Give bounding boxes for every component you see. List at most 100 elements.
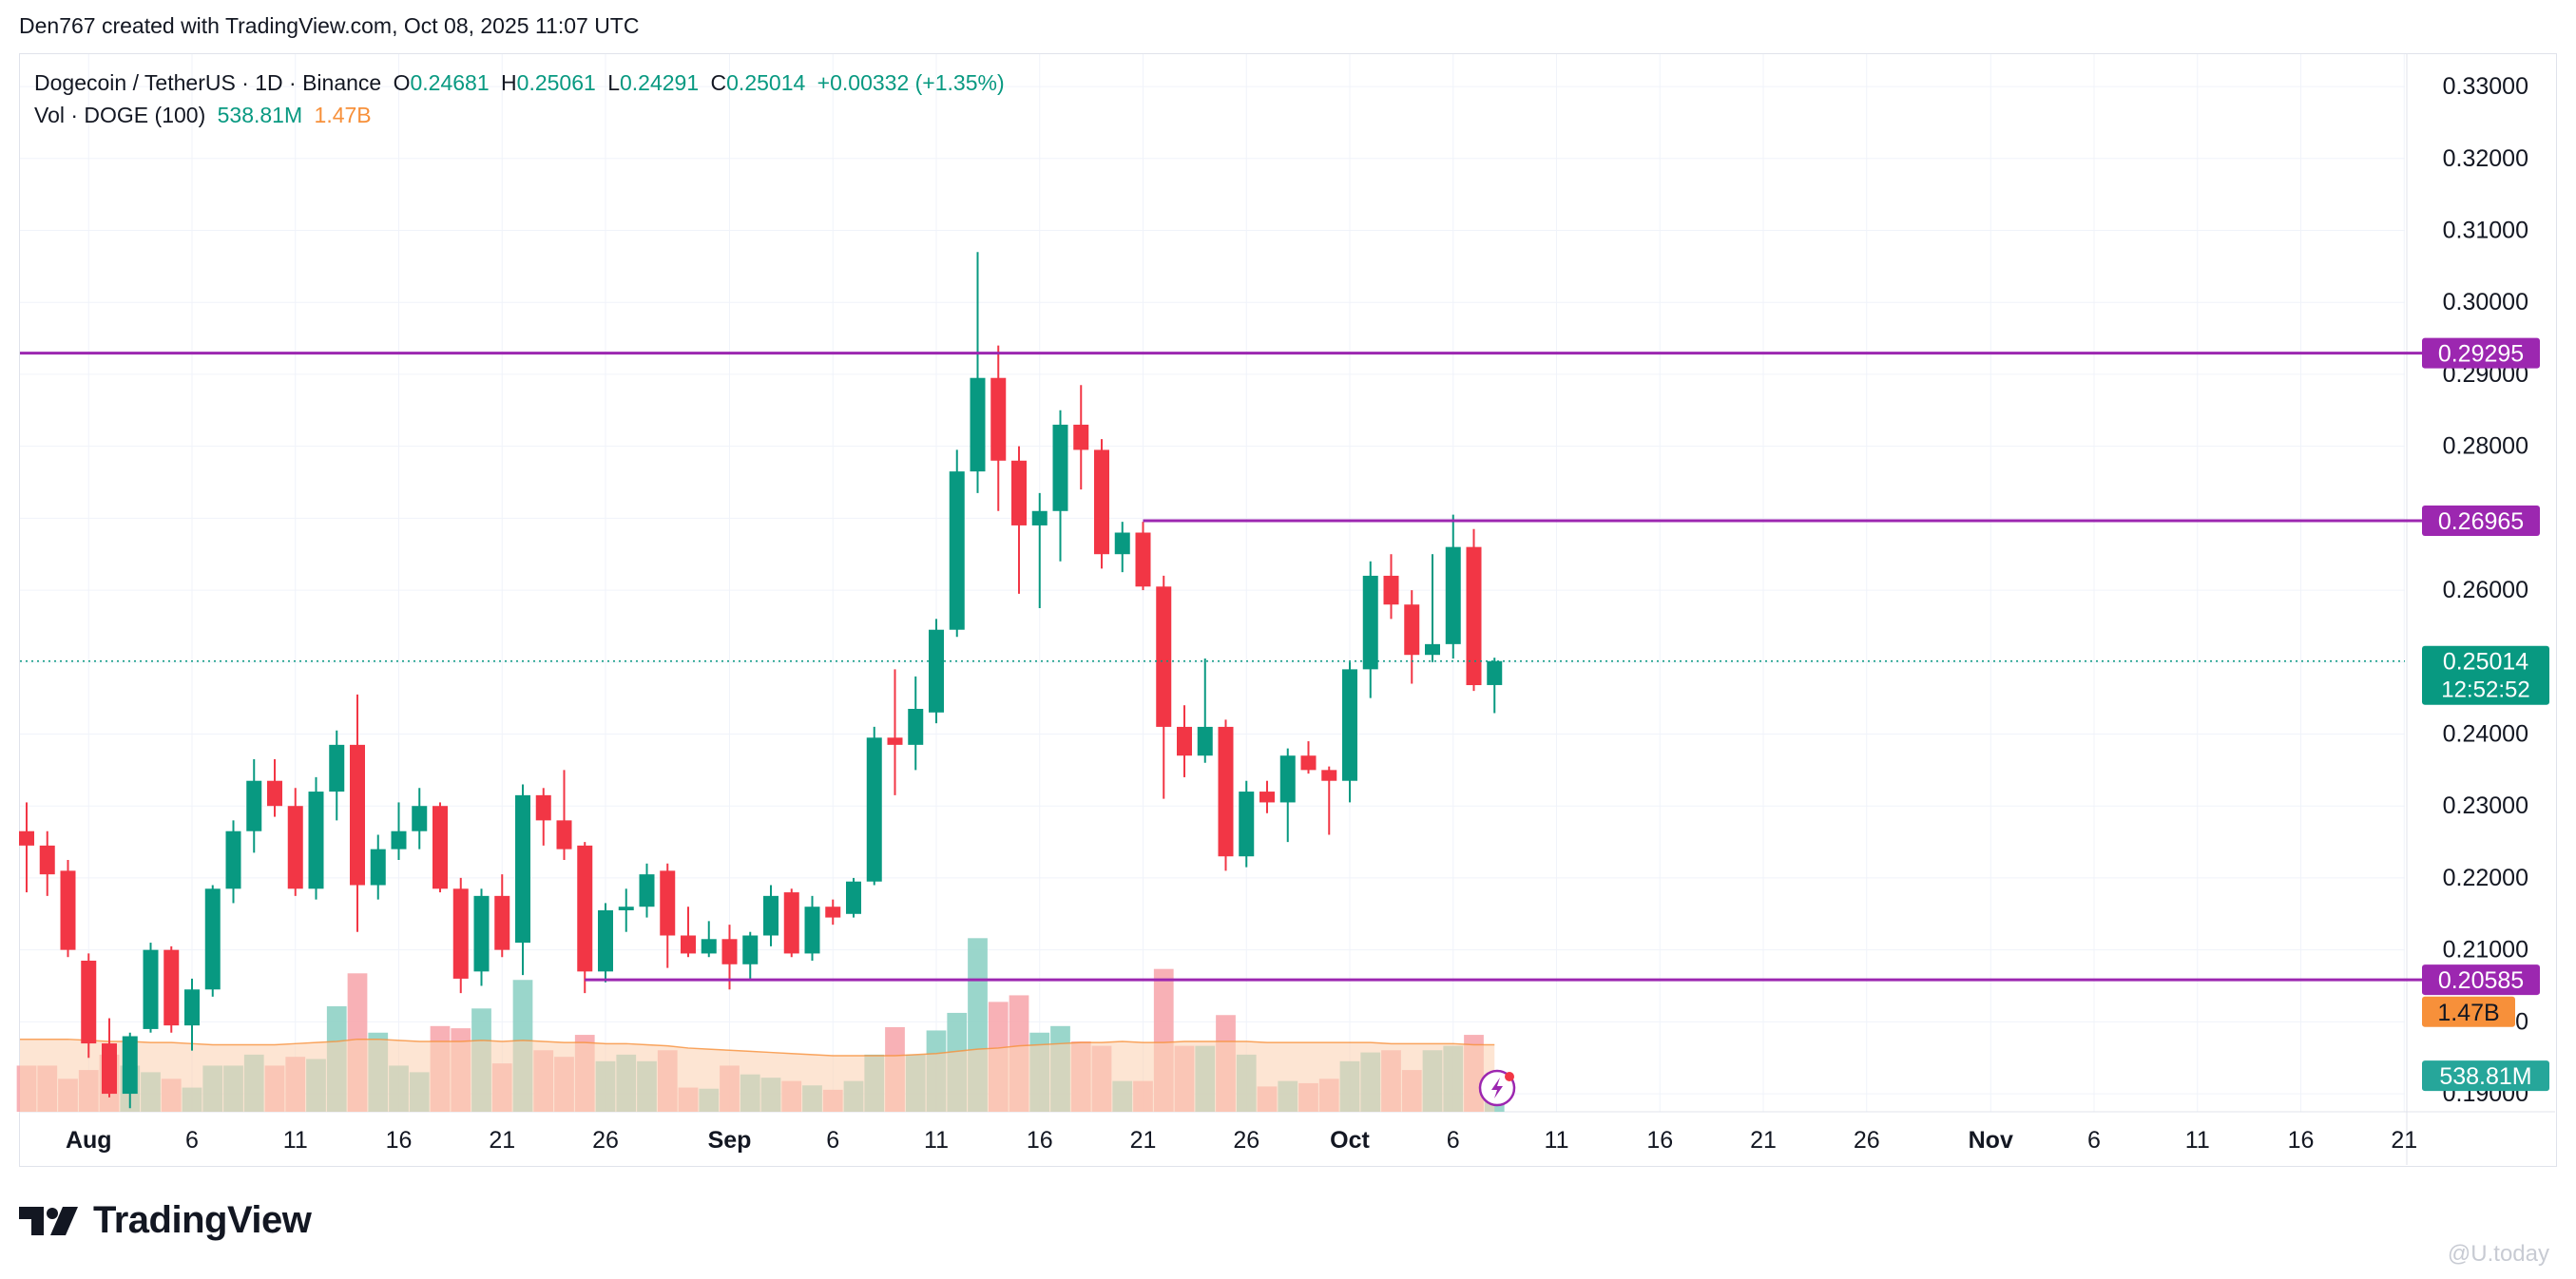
candle-body	[681, 935, 696, 954]
legend-price-row: Dogecoin / TetherUS · 1D · Binance O0.24…	[34, 67, 1010, 99]
candle-body	[60, 870, 76, 950]
candle-body	[412, 806, 428, 831]
legend-volume-value: 538.81M	[217, 103, 303, 127]
candle-body	[515, 794, 530, 944]
candle-body	[1197, 726, 1213, 756]
last-price-badge	[2422, 645, 2549, 705]
time-tick-label: Oct	[1330, 1127, 1370, 1154]
time-tick-label: 21	[489, 1127, 515, 1154]
price-tick-label: 0	[2515, 1008, 2528, 1035]
candle-body	[308, 792, 324, 889]
candle-body	[1445, 546, 1461, 644]
candle-body	[763, 895, 779, 936]
candle-body	[721, 939, 738, 964]
legend-open: O0.24681	[393, 70, 490, 95]
candle-body	[494, 895, 510, 950]
candle-body	[452, 888, 469, 979]
level-price-badge	[2422, 964, 2540, 996]
candle-body	[742, 935, 759, 964]
legend-close: C0.25014	[710, 70, 806, 95]
time-tick-label: 16	[1027, 1127, 1053, 1154]
candle-body	[1321, 770, 1337, 781]
candle-body	[246, 780, 262, 831]
legend-symbol[interactable]: Dogecoin / TetherUS · 1D · Binance	[34, 70, 382, 95]
candle-body	[1011, 460, 1027, 525]
candle-body	[660, 870, 676, 936]
candle-body	[287, 806, 303, 889]
candle-body	[1052, 424, 1068, 511]
level-price-label: 0.29295	[2438, 341, 2524, 368]
watermark: @U.today	[2447, 1241, 2549, 1267]
time-tick-label: Nov	[1969, 1127, 2013, 1154]
time-tick-label: 11	[1545, 1127, 1569, 1154]
candle-body	[618, 907, 634, 910]
candle-body	[102, 1043, 117, 1095]
volume-badge	[2422, 1060, 2549, 1092]
volume-ma-area	[20, 1039, 1495, 1112]
candle-body	[639, 874, 655, 907]
volume-ma-badge	[2422, 996, 2515, 1027]
candle-body	[1073, 424, 1089, 450]
legend-volume-row: Vol · DOGE (100) 538.81M 1.47B	[34, 99, 1010, 131]
candle-body	[929, 629, 944, 713]
candle-body	[949, 471, 965, 630]
time-tick-label: 26	[1233, 1127, 1259, 1154]
candle-body	[783, 892, 799, 954]
candle-body	[866, 737, 882, 882]
candle-body	[143, 949, 159, 1029]
candle-body	[1156, 586, 1172, 727]
candle-body	[19, 830, 34, 846]
candle-body	[1342, 669, 1357, 781]
time-tick-label: Aug	[66, 1127, 112, 1154]
time-tick-label: 11	[283, 1127, 308, 1154]
candle-body	[391, 830, 407, 849]
tradingview-brand[interactable]: TradingView	[19, 1199, 312, 1242]
candle-body	[1425, 643, 1440, 656]
candle-body	[184, 989, 200, 1026]
candle-body	[556, 820, 572, 849]
legend-volume-ma: 1.47B	[314, 103, 372, 127]
time-tick-label: 11	[924, 1127, 949, 1154]
candle-body	[887, 737, 903, 745]
candle-body	[1094, 449, 1109, 555]
candle-body	[1466, 546, 1482, 686]
candle-body	[163, 949, 180, 1026]
legend-volume-label[interactable]: Vol · DOGE (100)	[34, 103, 206, 127]
candle-body	[1031, 510, 1048, 525]
lightning-icon[interactable]	[1478, 1069, 1516, 1107]
candle-body	[908, 709, 924, 745]
price-tick-label: 0.22000	[2443, 865, 2528, 891]
candle-body	[433, 806, 448, 889]
chart-legend: Dogecoin / TetherUS · 1D · Binance O0.24…	[34, 67, 1010, 131]
candle-body	[846, 881, 861, 914]
candle-body	[1135, 532, 1151, 587]
tradingview-wordmark: TradingView	[93, 1199, 312, 1241]
candle-body	[598, 910, 613, 972]
legend-high: H0.25061	[501, 70, 596, 95]
volume-badge-label: 538.81M	[2439, 1063, 2531, 1090]
candle-body	[577, 845, 593, 972]
time-tick-label: 6	[1447, 1127, 1460, 1154]
chart-credit: Den767 created with TradingView.com, Oct…	[19, 13, 640, 38]
candle-body	[350, 744, 365, 886]
candle-body	[39, 845, 55, 875]
legend-change: +0.00332 (+1.35%)	[817, 70, 1005, 95]
time-tick-label: 21	[1750, 1127, 1777, 1154]
level-price-label: 0.26965	[2438, 508, 2524, 535]
time-tick-label: 6	[826, 1127, 839, 1154]
level-price-badge	[2422, 337, 2540, 369]
price-tick-label: 0.33000	[2443, 73, 2528, 100]
candle-body	[1279, 755, 1296, 803]
time-tick-label: 11	[2185, 1127, 2210, 1154]
price-tick-label: 0.23000	[2443, 792, 2528, 819]
notification-dot	[1505, 1072, 1514, 1081]
candle-body	[204, 888, 221, 990]
price-tick-label: 0.21000	[2443, 937, 2528, 964]
candle-body	[329, 744, 345, 792]
volume-ma-line	[20, 1038, 1495, 1057]
price-tick-label: 0.31000	[2443, 218, 2528, 244]
candle-body	[1404, 604, 1420, 656]
time-tick-label: 16	[2288, 1127, 2315, 1154]
candle-body	[1177, 726, 1192, 756]
